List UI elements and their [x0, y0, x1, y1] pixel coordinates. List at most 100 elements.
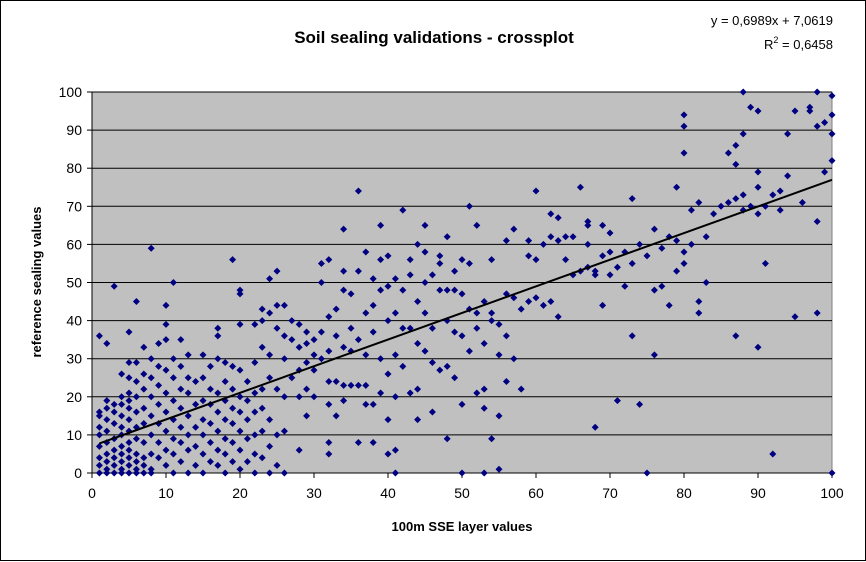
- data-point: [525, 237, 533, 245]
- data-point: [584, 240, 592, 248]
- data-point: [369, 439, 377, 447]
- data-point: [243, 397, 251, 405]
- data-point: [717, 202, 725, 210]
- data-point: [110, 282, 118, 290]
- data-point: [229, 439, 237, 447]
- data-point: [125, 469, 133, 477]
- data-point: [332, 305, 340, 313]
- data-point: [103, 404, 111, 412]
- data-point: [332, 378, 340, 386]
- data-point: [680, 259, 688, 267]
- data-point: [739, 88, 747, 96]
- data-point: [310, 393, 318, 401]
- data-point: [421, 309, 429, 317]
- data-point: [110, 408, 118, 416]
- data-point: [184, 446, 192, 454]
- data-point: [354, 336, 362, 344]
- data-point: [288, 317, 296, 325]
- data-point: [576, 183, 584, 191]
- data-point: [125, 454, 133, 462]
- data-point: [169, 355, 177, 363]
- data-point: [399, 324, 407, 332]
- data-point: [547, 210, 555, 218]
- data-point: [399, 206, 407, 214]
- data-point: [103, 465, 111, 473]
- data-point: [118, 412, 126, 420]
- data-point: [125, 404, 133, 412]
- data-point: [495, 465, 503, 473]
- data-point: [495, 320, 503, 328]
- data-point: [495, 412, 503, 420]
- data-point: [118, 400, 126, 408]
- data-point: [132, 378, 140, 386]
- data-point: [125, 446, 133, 454]
- data-point: [266, 275, 274, 283]
- data-point: [332, 332, 340, 340]
- y-tick-label: 70: [66, 198, 82, 214]
- data-point: [599, 301, 607, 309]
- data-point: [317, 328, 325, 336]
- data-point: [147, 374, 155, 382]
- data-point: [362, 309, 370, 317]
- data-point: [325, 256, 333, 264]
- data-point: [554, 313, 562, 321]
- data-point: [236, 427, 244, 435]
- data-point: [399, 286, 407, 294]
- data-point: [791, 313, 799, 321]
- data-point: [243, 435, 251, 443]
- data-point: [458, 256, 466, 264]
- data-point: [591, 423, 599, 431]
- data-point: [229, 404, 237, 412]
- data-point: [369, 301, 377, 309]
- data-point: [236, 393, 244, 401]
- data-point: [362, 351, 370, 359]
- data-point: [539, 301, 547, 309]
- data-point: [206, 439, 214, 447]
- data-point: [332, 412, 340, 420]
- data-point: [251, 408, 259, 416]
- data-point: [325, 439, 333, 447]
- data-point: [340, 225, 348, 233]
- data-point: [473, 221, 481, 229]
- data-point: [636, 400, 644, 408]
- data-point: [132, 465, 140, 473]
- data-point: [465, 202, 473, 210]
- data-point: [266, 374, 274, 382]
- data-point: [340, 343, 348, 351]
- data-point: [118, 458, 126, 466]
- data-point: [532, 256, 540, 264]
- data-point: [754, 168, 762, 176]
- data-point: [118, 450, 126, 458]
- data-point: [813, 218, 821, 226]
- data-point: [288, 336, 296, 344]
- data-point: [162, 336, 170, 344]
- data-point: [236, 408, 244, 416]
- data-point: [495, 351, 503, 359]
- data-point: [118, 442, 126, 450]
- data-point: [369, 275, 377, 283]
- data-point: [384, 370, 392, 378]
- data-point: [132, 393, 140, 401]
- data-point: [140, 370, 148, 378]
- data-point: [125, 397, 133, 405]
- data-point: [754, 210, 762, 218]
- data-point: [591, 271, 599, 279]
- data-point: [140, 404, 148, 412]
- data-point: [140, 343, 148, 351]
- data-point: [791, 107, 799, 115]
- data-point: [569, 233, 577, 241]
- data-point: [280, 393, 288, 401]
- data-point: [132, 469, 140, 477]
- data-point: [443, 435, 451, 443]
- r-squared-r: R: [764, 37, 773, 52]
- data-point: [169, 374, 177, 382]
- data-point: [184, 389, 192, 397]
- data-point: [125, 359, 133, 367]
- data-point: [547, 298, 555, 306]
- data-point: [214, 332, 222, 340]
- data-point: [110, 454, 118, 462]
- data-point: [399, 362, 407, 370]
- data-point: [118, 469, 126, 477]
- data-point: [502, 378, 510, 386]
- data-point: [695, 198, 703, 206]
